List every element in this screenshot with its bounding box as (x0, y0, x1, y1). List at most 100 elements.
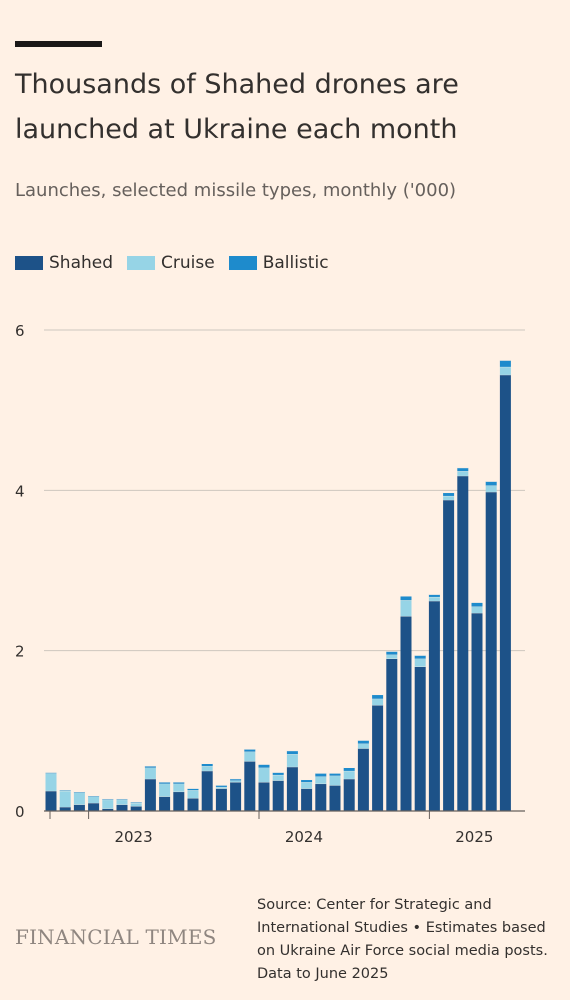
bar-cruise-15 (258, 767, 270, 783)
bar-cruise-21 (343, 770, 355, 779)
bar-ballistic-24 (386, 651, 398, 655)
bar-ballistic-16 (272, 772, 284, 775)
bar-cruise-5 (116, 799, 128, 805)
bar-cruise-0 (45, 773, 57, 791)
bar-shahed-20 (329, 785, 341, 811)
chart-subtitle: Launches, selected missile types, monthl… (15, 180, 457, 201)
bar-cruise-4 (102, 799, 114, 809)
bar-ballistic-10 (187, 788, 199, 791)
bar-ballistic-8 (159, 782, 171, 784)
bar-ballistic-11 (201, 763, 213, 767)
bar-cruise-7 (144, 767, 156, 779)
legend-item-shahed: Shahed (15, 253, 113, 273)
bar-cruise-19 (315, 776, 327, 784)
bar-ballistic-9 (173, 782, 185, 784)
bar-ballistic-1 (59, 790, 71, 791)
bar-shahed-22 (357, 748, 369, 811)
bar-shahed-23 (372, 705, 384, 811)
bar-cruise-8 (159, 783, 171, 797)
ft-logo: FINANCIAL TIMES (15, 925, 217, 949)
bar-ballistic-4 (102, 798, 114, 800)
bar-ballistic-23 (372, 694, 384, 699)
bar-ballistic-25 (400, 596, 412, 601)
bar-cruise-17 (286, 754, 298, 767)
chart-title: Thousands of Shahed drones are launched … (15, 69, 459, 145)
bar-shahed-25 (400, 616, 412, 811)
bar-cruise-29 (457, 471, 469, 476)
x-tick-label-2024: 2024 (285, 828, 323, 846)
bar-cruise-31 (485, 485, 497, 492)
bar-shahed-1 (59, 806, 71, 811)
bar-shahed-2 (73, 804, 85, 811)
legend-swatch-ballistic (228, 256, 257, 270)
bar-ballistic-15 (258, 764, 270, 768)
legend-label-cruise: Cruise (161, 253, 215, 273)
bar-cruise-30 (471, 606, 483, 613)
bar-shahed-12 (215, 788, 227, 811)
bar-shahed-13 (230, 782, 242, 811)
bar-shahed-32 (499, 374, 511, 811)
bar-shahed-31 (485, 491, 497, 811)
bar-cruise-11 (201, 766, 213, 771)
bar-shahed-0 (45, 790, 57, 811)
bar-cruise-22 (357, 743, 369, 749)
bar-cruise-26 (414, 658, 426, 667)
legend-label-shahed: Shahed (49, 253, 114, 273)
bar-shahed-27 (428, 600, 440, 811)
bar-ballistic-32 (499, 360, 511, 367)
bar-shahed-10 (187, 798, 199, 811)
bar-shahed-26 (414, 666, 426, 811)
bar-cruise-12 (215, 786, 227, 789)
bar-ballistic-27 (428, 594, 440, 597)
top-accent-bar (15, 41, 102, 47)
bar-ballistic-0 (45, 772, 57, 774)
bar-ballistic-22 (357, 740, 369, 744)
bar-shahed-7 (144, 778, 156, 811)
bar-ballistic-29 (457, 467, 469, 472)
bar-shahed-21 (343, 778, 355, 811)
bar-cruise-2 (73, 792, 85, 805)
bar-cruise-25 (400, 600, 412, 617)
legend-item-cruise: Cruise (127, 253, 215, 273)
bar-cruise-6 (130, 802, 142, 807)
bar-ballistic-5 (116, 798, 128, 800)
bar-shahed-18 (301, 788, 313, 811)
bar-cruise-20 (329, 775, 341, 786)
bar-ballistic-14 (244, 749, 256, 752)
bar-ballistic-28 (443, 492, 455, 496)
bar-ballistic-17 (286, 750, 298, 755)
bar-cruise-3 (88, 796, 100, 803)
bar-cruise-10 (187, 790, 199, 799)
bar-shahed-24 (386, 658, 398, 811)
bar-shahed-15 (258, 782, 270, 811)
bar-ballistic-7 (144, 766, 156, 768)
bar-ballistic-30 (471, 602, 483, 607)
source-note: Source: Center for Strategic and Interna… (257, 897, 548, 982)
bar-cruise-32 (499, 366, 511, 375)
bar-ballistic-12 (215, 785, 227, 787)
legend: Shahed Cruise Ballistic (15, 253, 329, 273)
bar-cruise-18 (301, 782, 313, 789)
bar-ballistic-13 (230, 778, 242, 781)
y-tick-label-4: 4 (15, 482, 25, 500)
bar-ballistic-20 (329, 773, 341, 776)
bar-shahed-5 (116, 804, 128, 811)
bar-shahed-6 (130, 806, 142, 811)
bar-ballistic-26 (414, 655, 426, 659)
bar-cruise-14 (244, 751, 256, 762)
bar-shahed-29 (457, 475, 469, 811)
bar-shahed-9 (173, 791, 185, 811)
bar-cruise-24 (386, 654, 398, 659)
bar-cruise-28 (443, 495, 455, 500)
bar-cruise-9 (173, 783, 185, 792)
x-tick-label-2023: 2023 (114, 828, 152, 846)
legend-item-ballistic: Ballistic (228, 253, 329, 273)
bar-cruise-1 (59, 790, 71, 807)
bar-shahed-30 (471, 612, 483, 811)
y-tick-label-0: 0 (15, 803, 25, 821)
bar-ballistic-18 (301, 779, 313, 783)
bar-shahed-4 (102, 808, 114, 811)
bar-shahed-28 (443, 499, 455, 811)
bar-ballistic-21 (343, 767, 355, 771)
bar-shahed-8 (159, 796, 171, 811)
